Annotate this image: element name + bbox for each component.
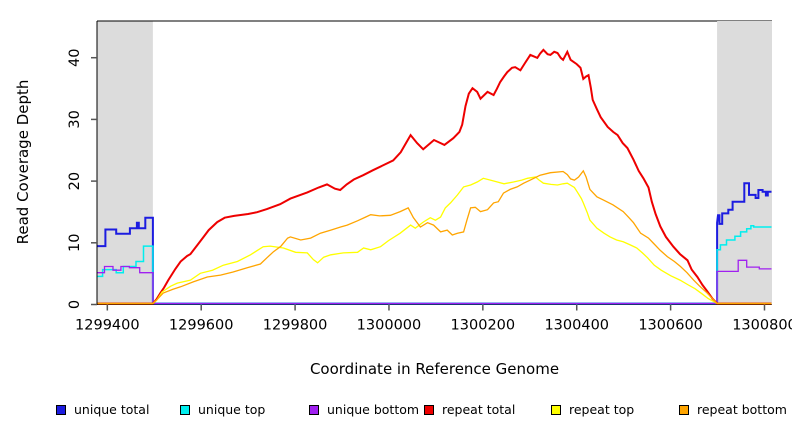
- y-tick-label: 20: [67, 172, 83, 190]
- legend-swatch-icon: [309, 404, 319, 415]
- legend-swatch-icon: [679, 404, 689, 415]
- shaded-region-right: [717, 21, 772, 305]
- legend: unique total unique top unique bottom repea…: [0, 400, 792, 424]
- legend-label: repeat bottom: [697, 402, 787, 417]
- shaded-region-left: [97, 21, 153, 305]
- x-tick-label: 1300400: [544, 318, 609, 334]
- legend-swatch-icon: [56, 404, 66, 415]
- legend-item-unique-total: unique total: [56, 402, 149, 417]
- legend-label: repeat total: [442, 402, 516, 417]
- legend-item-repeat-bottom: repeat bottom: [679, 402, 787, 417]
- y-tick-label: 40: [67, 48, 83, 66]
- x-tick-label: 1299600: [169, 318, 234, 334]
- legend-label: unique bottom: [327, 402, 420, 417]
- x-tick-label: 1300200: [451, 318, 516, 334]
- x-axis-label: Coordinate in Reference Genome: [309, 360, 560, 378]
- legend-swatch-icon: [551, 404, 561, 415]
- legend-item-unique-bottom: unique bottom: [309, 402, 419, 417]
- series-unique-top: [97, 225, 772, 305]
- series-repeat-top: [97, 176, 772, 305]
- x-tick-label: 1300600: [638, 318, 703, 334]
- coverage-plot: 1299400 1299600 1299800 1300000 1300200 13004…: [67, 20, 792, 334]
- series-repeat-total: [97, 48, 772, 305]
- legend-label: repeat top: [569, 402, 635, 417]
- legend-swatch-icon: [424, 404, 434, 415]
- series-repeat-bottom: [97, 169, 772, 305]
- legend-swatch-icon: [180, 404, 190, 415]
- series-unique-bottom: [97, 259, 772, 305]
- x-tick-label: 1299400: [75, 318, 140, 334]
- y-tick-label: 0: [67, 300, 83, 309]
- legend-item-repeat-total: repeat total: [424, 402, 515, 417]
- x-tick-label: 1300800: [732, 318, 792, 334]
- y-axis-label: Read Coverage Depth: [14, 79, 32, 245]
- legend-item-unique-top: unique top: [180, 402, 265, 417]
- x-tick-label: 1299800: [263, 318, 328, 334]
- legend-item-repeat-top: repeat top: [551, 402, 634, 417]
- y-tick-label: 30: [67, 110, 83, 128]
- x-tick-label: 1300000: [357, 318, 422, 334]
- legend-label: unique top: [198, 402, 266, 417]
- y-tick-label: 10: [67, 234, 83, 252]
- series-unique-total: [97, 182, 772, 305]
- legend-label: unique total: [74, 402, 150, 417]
